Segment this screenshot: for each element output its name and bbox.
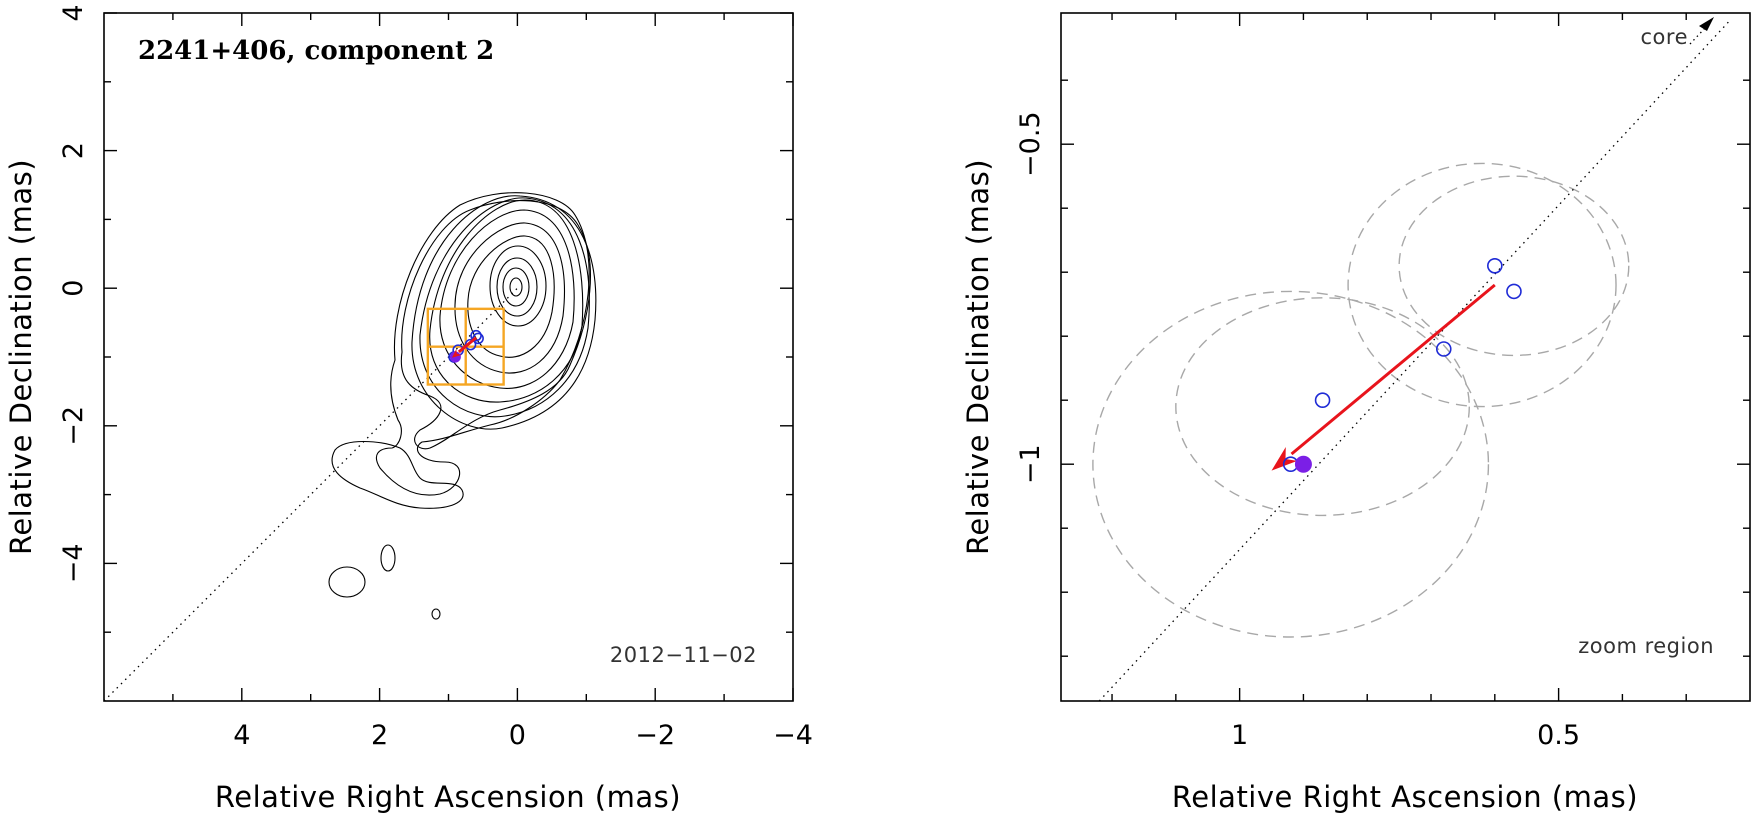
y-tick-label: 0 [58, 280, 89, 297]
x-tick-label: −2 [635, 720, 675, 751]
plot-title: 2241+406, component 2 [138, 36, 494, 66]
right-components [1282, 257, 1522, 473]
epoch-label: 2012−11−02 [610, 643, 757, 667]
y-tick-label: −4 [58, 543, 89, 583]
radio-contours [328, 192, 597, 620]
core-contour [496, 257, 538, 317]
jet-contour [439, 209, 575, 389]
x-tick-label: 0.5 [1537, 720, 1580, 751]
x-tick-label: −4 [773, 720, 813, 751]
right-axes: 1 0.5 −0.5 −1 [1015, 13, 1750, 751]
right-y-axis-label: Relative Declination (mas) [961, 159, 995, 555]
right-jet-direction-line [1098, 18, 1732, 702]
island-contour [380, 544, 396, 572]
jet-contour [429, 199, 584, 403]
left-plot-area [103, 192, 597, 702]
core-label: core [1641, 25, 1689, 49]
component-open-marker [1506, 283, 1522, 300]
core-contour [509, 277, 523, 297]
component-open-marker [1487, 257, 1503, 274]
motion-arrow-shaft [457, 336, 478, 354]
right-panel: 1 0.5 −0.5 −1 core zoom region Relative Rig… [961, 12, 1751, 814]
right-motion-arrow [1271, 283, 1496, 471]
beam-ellipse [1092, 290, 1490, 638]
y-tick-label: −1 [1015, 444, 1046, 484]
core-contour [489, 245, 547, 327]
island-contour [328, 566, 366, 598]
outer-contour [331, 441, 464, 509]
core-contour [502, 267, 530, 307]
jet-contour [411, 195, 597, 430]
component-filled-marker [1294, 455, 1312, 473]
beam-ellipses [1092, 162, 1630, 638]
right-plot-area [1092, 18, 1732, 702]
x-tick-label: 4 [233, 720, 250, 751]
left-y-axis-label: Relative Declination (mas) [4, 159, 38, 555]
x-tick-label: 2 [371, 720, 388, 751]
y-tick-label: 2 [58, 142, 89, 159]
right-x-axis-label: Relative Right Ascension (mas) [1172, 780, 1638, 814]
zoom-region-label: zoom region [1578, 634, 1714, 658]
right-plot-frame [1060, 12, 1751, 702]
component-open-marker [1314, 392, 1331, 409]
outer-contour [375, 192, 590, 496]
motion-arrow-shaft [1290, 283, 1496, 456]
y-tick-label: −0.5 [1015, 111, 1046, 177]
left-panel: 4 2 0 −2 −4 4 2 0 −2 −4 2241+406, component 2 201… [4, 4, 813, 814]
component-open-marker [1435, 341, 1452, 357]
island-contour [431, 608, 441, 620]
y-tick-label: 4 [58, 4, 89, 21]
outer-contour [400, 200, 591, 450]
left-axes: 4 2 0 −2 −4 4 2 0 −2 −4 [58, 4, 813, 751]
y-tick-label: −2 [58, 406, 89, 446]
beam-ellipse [1347, 162, 1617, 408]
jet-contour [454, 222, 565, 374]
motion-arrow-head [1271, 447, 1298, 471]
x-tick-label: 0 [509, 720, 526, 751]
core-direction-arrow [1689, 17, 1714, 45]
beam-ellipse [1175, 297, 1470, 517]
jet-contour [419, 197, 590, 418]
left-jet-direction-line [103, 287, 518, 702]
left-x-axis-label: Relative Right Ascension (mas) [215, 780, 681, 814]
x-tick-label: 1 [1231, 720, 1248, 751]
beam-ellipse [1398, 175, 1630, 357]
jet-contour [467, 235, 555, 358]
left-motion-arrow [451, 336, 478, 358]
component-open-marker [470, 329, 482, 342]
motion-arrow-head [451, 348, 462, 358]
